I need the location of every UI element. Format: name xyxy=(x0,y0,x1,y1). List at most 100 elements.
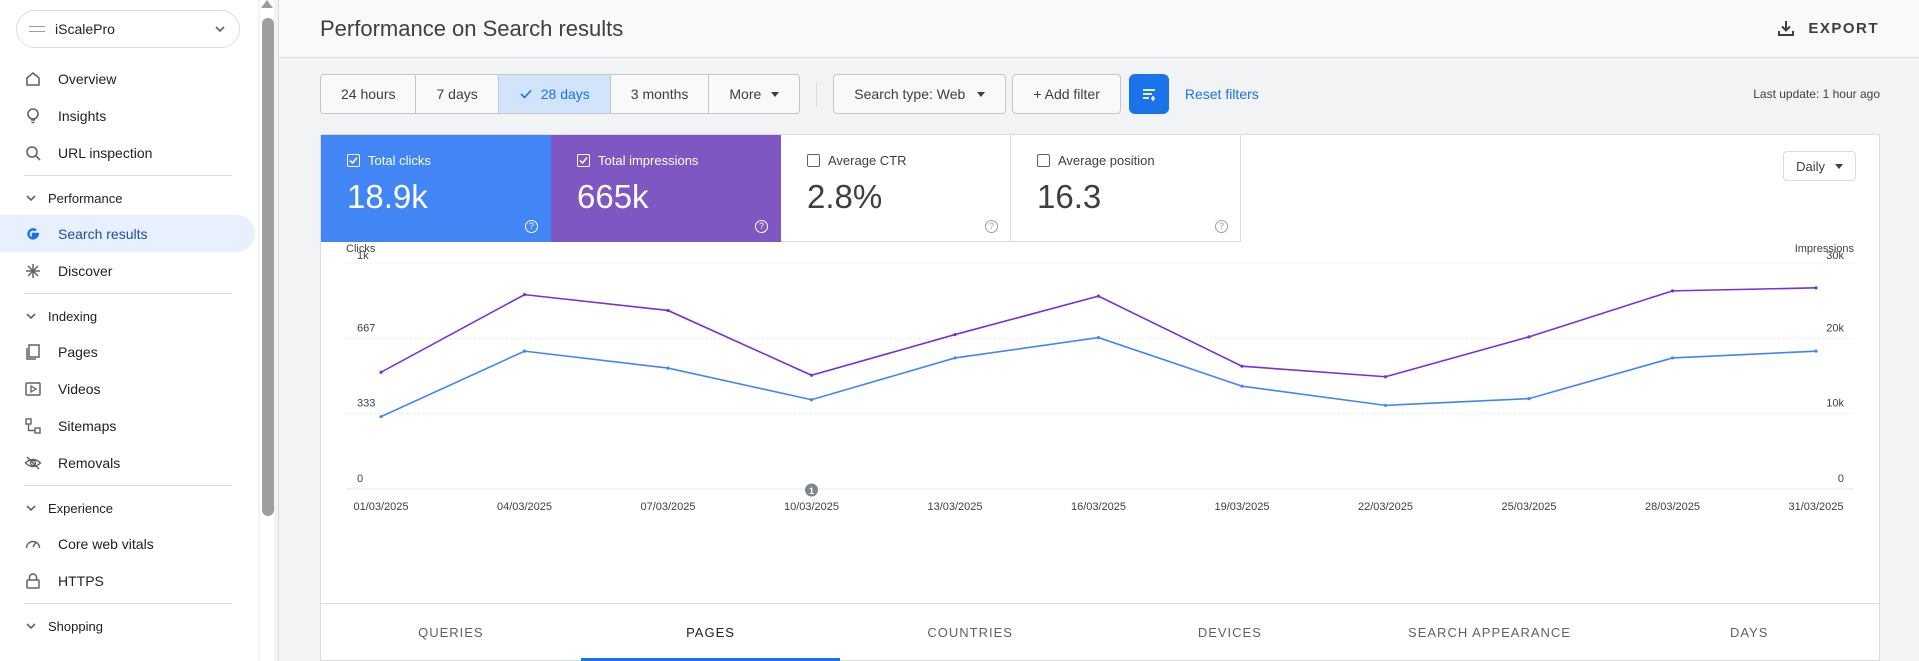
caret-down-icon xyxy=(771,91,780,97)
range-24-hours[interactable]: 24 hours xyxy=(321,75,417,113)
sidebar-item-label: Core web vitals xyxy=(58,535,154,552)
range-28-days[interactable]: 28 days xyxy=(498,75,611,113)
x-tick-label: 22/03/2025 xyxy=(1358,501,1413,513)
y-tick-right: 0 xyxy=(1838,473,1844,485)
metric-value: 18.9k xyxy=(347,178,428,215)
tab-pages[interactable]: PAGES xyxy=(580,604,841,661)
range-label: More xyxy=(729,86,762,102)
data-point-impressions xyxy=(666,308,670,313)
series-line-clicks xyxy=(380,336,1817,418)
help-icon[interactable]: ? xyxy=(525,220,538,233)
search-type-filter[interactable]: Search type: Web xyxy=(833,74,1007,114)
metric-average-position[interactable]: Average position 16.3 ? xyxy=(1011,135,1241,242)
property-favicon xyxy=(29,26,45,32)
metric-total-impressions[interactable]: Total impressions 665k ? xyxy=(551,135,781,242)
range-7-days[interactable]: 7 days xyxy=(416,75,499,113)
granularity-selector[interactable]: Daily xyxy=(1783,151,1856,181)
data-point-clicks xyxy=(809,398,814,402)
data-point-impressions xyxy=(953,332,957,337)
data-point-clicks xyxy=(953,356,957,360)
tab-days[interactable]: DAYS xyxy=(1729,625,1769,640)
sidebar-item-sitemaps[interactable]: Sitemaps xyxy=(0,407,258,444)
data-point-clicks xyxy=(1096,335,1101,340)
add-filter-button[interactable]: + Add filter xyxy=(1012,74,1121,114)
checkbox-checked-icon[interactable] xyxy=(577,154,590,167)
dimension-tabs: QUERIES PAGES COUNTRIES DEVICES SEARCH A… xyxy=(321,603,1879,661)
reset-filters-link[interactable]: Reset filters xyxy=(1184,86,1259,102)
section-indexing[interactable]: Indexing xyxy=(0,299,258,333)
chevron-down-icon xyxy=(26,313,36,320)
section-shopping[interactable]: Shopping xyxy=(0,609,258,643)
metric-value: 16.3 xyxy=(1037,178,1102,215)
sidebar-item-label: Search results xyxy=(58,225,148,242)
page-header: Performance on Search results EXPORT xyxy=(279,0,1919,58)
sidebar-item-videos[interactable]: Videos xyxy=(0,370,258,407)
download-icon xyxy=(1778,21,1795,36)
checkbox-unchecked-icon[interactable] xyxy=(807,154,820,167)
x-tick-label: 31/03/2025 xyxy=(1788,501,1843,513)
filter-list-icon xyxy=(1142,89,1155,101)
date-range-selector: 24 hours 7 days 28 days 3 months More xyxy=(320,74,801,114)
performance-chart: Clicks Impressions 0 0 333 10k 667 20k 1k 30k 01/0… xyxy=(346,243,1855,513)
search-type-label: Search type: Web xyxy=(854,86,966,102)
help-icon[interactable]: ? xyxy=(1215,220,1228,233)
metric-value: 2.8% xyxy=(807,178,883,215)
metric-average-ctr[interactable]: Average CTR 2.8% ? xyxy=(781,135,1011,242)
sidebar-item-label: HTTPS xyxy=(58,572,104,589)
y-tick-right: 20k xyxy=(1826,322,1844,334)
x-tick-label: 10/03/2025 xyxy=(784,501,839,513)
data-point-clicks xyxy=(666,366,670,370)
help-icon[interactable]: ? xyxy=(985,220,998,233)
sidebar-item-url-inspection[interactable]: URL inspection xyxy=(0,134,258,171)
y-axis-right-title: Impressions xyxy=(1795,243,1855,255)
chevron-down-icon xyxy=(215,26,225,33)
filter-settings-button[interactable] xyxy=(1128,74,1169,114)
checkbox-unchecked-icon[interactable] xyxy=(1037,154,1050,167)
sidebar-item-search-results[interactable]: Search results xyxy=(0,215,255,252)
google-g-icon xyxy=(24,225,42,243)
property-selector[interactable]: iScalePro xyxy=(16,10,240,48)
sidebar-item-overview[interactable]: Overview xyxy=(0,60,258,97)
divider xyxy=(24,485,232,486)
tab-queries[interactable]: QUERIES xyxy=(418,625,484,640)
scroll-up-arrow-icon[interactable] xyxy=(261,0,273,8)
range-more[interactable]: More xyxy=(709,75,800,113)
asterisk-icon xyxy=(24,262,42,280)
tab-search-appearance[interactable]: SEARCH APPEARANCE xyxy=(1408,625,1571,640)
section-experience[interactable]: Experience xyxy=(0,491,258,525)
pages-icon xyxy=(24,343,42,361)
gauge-icon xyxy=(24,535,42,553)
tab-devices[interactable]: DEVICES xyxy=(1197,625,1262,640)
section-title: Indexing xyxy=(48,308,98,324)
range-3-months[interactable]: 3 months xyxy=(610,75,710,113)
sidebar-item-core-web-vitals[interactable]: Core web vitals xyxy=(0,525,258,562)
tab-countries[interactable]: COUNTRIES xyxy=(927,625,1013,640)
data-point-impressions xyxy=(809,373,814,377)
caret-down-icon xyxy=(977,91,986,97)
metric-label: Total clicks xyxy=(368,153,431,168)
metric-total-clicks[interactable]: Total clicks 18.9k ? xyxy=(321,135,551,242)
data-point-impressions xyxy=(522,293,527,297)
scrollbar-thumb[interactable] xyxy=(262,18,274,516)
checkbox-checked-icon[interactable] xyxy=(347,154,360,167)
help-icon[interactable]: ? xyxy=(755,220,768,233)
sidebar-item-discover[interactable]: Discover xyxy=(0,252,258,289)
chevron-down-icon xyxy=(26,505,36,512)
sidebar-item-label: Overview xyxy=(58,70,117,87)
performance-card: Total clicks 18.9k ? Total impressions 6… xyxy=(320,134,1880,661)
home-icon xyxy=(24,70,42,88)
data-point-clicks xyxy=(379,415,383,419)
sidebar-item-https[interactable]: HTTPS xyxy=(0,562,258,599)
check-icon xyxy=(520,89,532,99)
granularity-label: Daily xyxy=(1796,158,1825,174)
sidebar-item-removals[interactable]: Removals xyxy=(0,444,258,481)
export-button[interactable]: EXPORT xyxy=(1776,18,1879,38)
data-point-impressions xyxy=(1814,286,1818,290)
y-tick-left: 333 xyxy=(357,398,375,410)
x-tick-label: 04/03/2025 xyxy=(497,501,552,513)
last-update-text: Last update: 1 hour ago xyxy=(1753,87,1880,101)
sidebar-item-pages[interactable]: Pages xyxy=(0,333,258,370)
sidebar-item-insights[interactable]: Insights xyxy=(0,97,258,134)
section-performance[interactable]: Performance xyxy=(0,181,258,215)
